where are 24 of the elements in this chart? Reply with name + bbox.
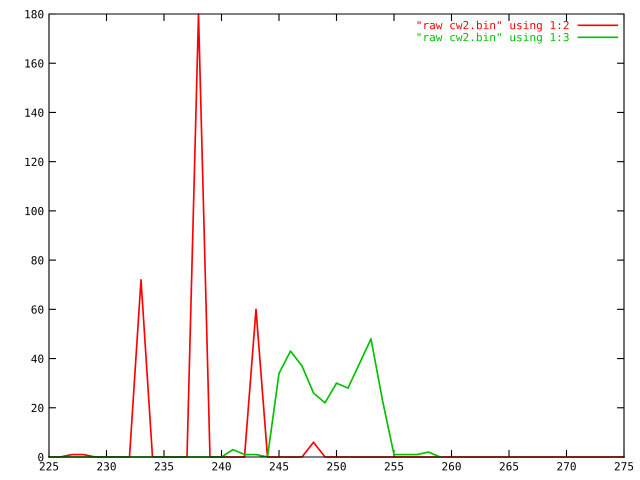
y-tick-label: 180: [25, 10, 44, 18]
y-tick-label: 120: [25, 158, 44, 166]
legend-label: "raw cw2.bin" using 1:2: [418, 20, 569, 32]
x-tick-label: 265: [500, 462, 518, 471]
x-tick-label: 240: [212, 462, 231, 471]
x-tick-label: 225: [40, 462, 58, 471]
x-tick-label: 275: [614, 462, 634, 471]
x-tick-label: 260: [442, 462, 461, 471]
x-tick-label: 245: [270, 462, 288, 471]
x-tick-label: 255: [384, 462, 404, 471]
y-tick-label: 0: [38, 453, 44, 462]
y-tick-label: 160: [25, 59, 44, 68]
y-tick-label: 80: [31, 256, 44, 265]
x-tick-label: 230: [97, 462, 116, 471]
x-tick-label: 250: [327, 462, 346, 471]
y-tick-label: 20: [32, 404, 44, 412]
y-tick-label: 60: [31, 305, 44, 314]
y-tick-label: 100: [25, 206, 44, 216]
x-tick-label: 270: [557, 462, 576, 471]
x-tick-label: 235: [154, 462, 174, 471]
y-tick-label: 40: [31, 354, 44, 363]
legend-label: "raw cw2.bin" using 1:3: [418, 32, 569, 44]
line-series: [48, 338, 441, 458]
y-tick-label: 140: [25, 108, 44, 117]
